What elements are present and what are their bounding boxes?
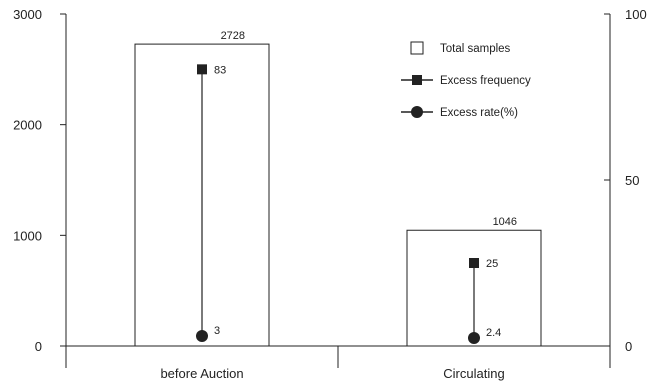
bar-value-label: 1046 — [493, 216, 517, 228]
excess-frequency-label: 83 — [214, 64, 226, 76]
legend-label: Total samples — [440, 43, 511, 55]
excess-rate-marker — [196, 330, 208, 343]
excess-frequency-label: 25 — [486, 258, 498, 270]
excess-frequency-marker — [197, 64, 207, 75]
legend-circle-marker — [411, 106, 423, 118]
category-label: before Auction — [160, 366, 243, 381]
legend-square-marker — [412, 75, 422, 85]
legend-label: Excess rate(%) — [440, 107, 518, 119]
excess-rate-label: 3 — [214, 325, 220, 337]
right-tick-label: 100 — [625, 7, 647, 22]
left-tick-label: 1000 — [13, 228, 42, 243]
legend-label: Excess frequency — [440, 75, 531, 87]
legend-total-samples-swatch — [410, 41, 424, 55]
bar-value-label: 2728 — [221, 30, 245, 42]
category-label: Circulating — [443, 366, 504, 381]
excess-rate-label: 2.4 — [486, 327, 501, 339]
right-tick-label: 0 — [625, 339, 632, 354]
left-tick-label: 3000 — [13, 7, 42, 22]
left-tick-label: 2000 — [13, 118, 42, 133]
excess-rate-marker — [468, 332, 480, 345]
right-tick-label: 50 — [625, 173, 639, 188]
left-tick-label: 0 — [35, 339, 42, 354]
excess-frequency-marker — [469, 258, 479, 268]
